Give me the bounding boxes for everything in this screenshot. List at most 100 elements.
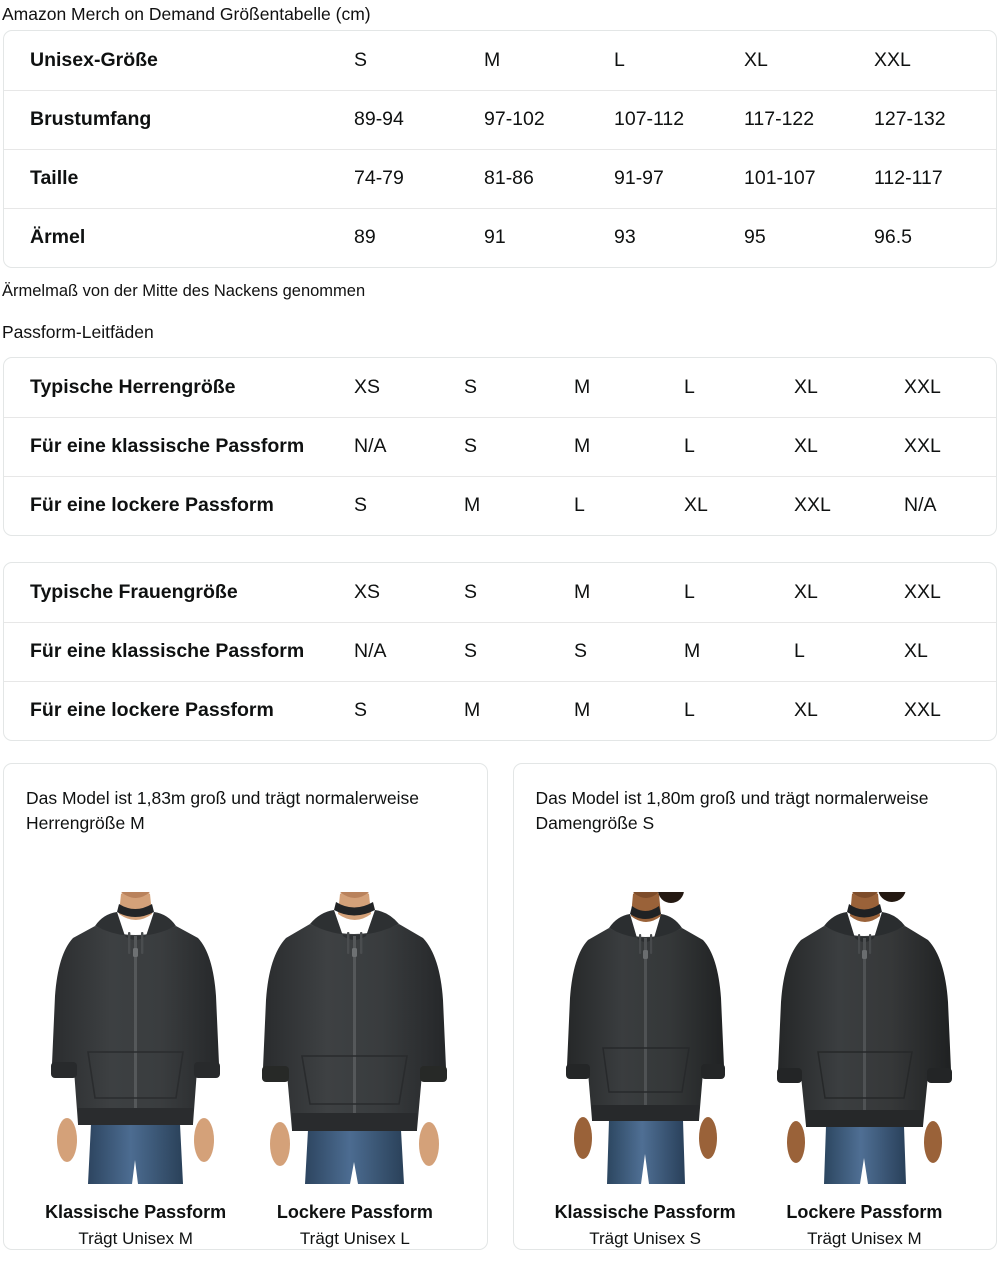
- womens-relaxed-fit-label: Lockere Passform: [786, 1202, 943, 1222]
- womens-fit-table-card: Typische Frauengröße XS S M L XL XXL Für…: [3, 562, 997, 741]
- womens-relaxed-3: L: [684, 680, 794, 740]
- mens-model-figures: Klassische Passform Trägt Unisex M: [26, 848, 465, 1249]
- fit-guides-heading: Passform-Leitfäden: [2, 322, 154, 342]
- womens-model-description: Das Model ist 1,80m groß und trägt norma…: [535, 788, 929, 833]
- mens-relaxed-1: M: [464, 475, 574, 535]
- cell-waist-m: 81-86: [484, 148, 614, 208]
- mens-relaxed-0: S: [354, 475, 464, 535]
- womens-classic-3: M: [684, 621, 794, 681]
- mens-relaxed-4: XXL: [794, 475, 904, 535]
- mens-classic-2: M: [574, 416, 684, 476]
- size-table-header-s: S: [354, 48, 368, 71]
- cell-sleeve-m: 91: [484, 207, 614, 267]
- cell-chest-s: 89-94: [354, 89, 484, 149]
- table-row: Für eine lockere Passform S M M L XL XXL: [4, 680, 996, 740]
- mens-relaxed-fit-wears: Trägt Unisex L: [299, 1229, 410, 1248]
- womens-relaxed-1: M: [464, 680, 574, 740]
- mens-fit-header-s: S: [464, 375, 478, 398]
- womens-classic-fit-wears: Trägt Unisex S: [589, 1229, 702, 1248]
- womens-classic-fit-label: Klassische Passform: [554, 1202, 736, 1222]
- mens-fit-table: Typische Herrengröße XS S M L XL XXL Für…: [4, 358, 996, 535]
- mens-row-label-relaxed: Für eine lockere Passform: [4, 475, 354, 535]
- mens-fit-header-xs: XS: [354, 375, 381, 398]
- cell-chest-m: 97-102: [484, 89, 614, 149]
- size-table-header-xl: XL: [744, 48, 768, 71]
- table-row: Für eine klassische Passform N/A S M L X…: [4, 416, 996, 476]
- mens-model-card: Das Model ist 1,83m groß und trägt norma…: [3, 763, 488, 1250]
- womens-classic-0: N/A: [354, 621, 464, 681]
- row-label-chest: Brustumfang: [4, 89, 354, 149]
- womens-relaxed-4: XL: [794, 680, 904, 740]
- womens-fit-header-m: M: [574, 580, 591, 603]
- mens-classic-fit-wears: Trägt Unisex M: [78, 1229, 193, 1248]
- mens-classic-4: XL: [794, 416, 904, 476]
- womens-fit-header-s: S: [464, 580, 478, 603]
- size-table-header-m: M: [484, 48, 501, 71]
- womens-fit-header-label: Typische Frauengröße: [30, 580, 238, 603]
- cell-sleeve-xl: 95: [744, 207, 874, 267]
- womens-classic-fit-photo: [543, 892, 748, 1192]
- womens-fit-table: Typische Frauengröße XS S M L XL XXL Für…: [4, 563, 996, 740]
- womens-classic-fit-figure: Klassische Passform Trägt Unisex S: [543, 892, 748, 1249]
- table-row: Brustumfang 89-94 97-102 107-112 117-122…: [4, 89, 996, 149]
- mens-classic-1: S: [464, 416, 574, 476]
- size-table-card: Unisex-Größe S M L XL XXL Brustumfang 89…: [3, 30, 997, 268]
- cell-waist-xl: 101-107: [744, 148, 874, 208]
- model-cards-row: Das Model ist 1,83m groß und trägt norma…: [3, 763, 997, 1250]
- mens-fit-header-l: L: [684, 375, 695, 398]
- mens-classic-fit-label: Klassische Passform: [45, 1202, 227, 1222]
- womens-classic-2: S: [574, 621, 684, 681]
- womens-relaxed-fit-photo: [762, 892, 967, 1192]
- womens-relaxed-0: S: [354, 680, 464, 740]
- size-table: Unisex-Größe S M L XL XXL Brustumfang 89…: [4, 31, 996, 267]
- womens-row-label-relaxed: Für eine lockere Passform: [4, 680, 354, 740]
- mens-classic-fit-figure: Klassische Passform Trägt Unisex M: [33, 892, 238, 1249]
- womens-fit-header-xl: XL: [794, 580, 818, 603]
- mens-classic-3: L: [684, 416, 794, 476]
- cell-chest-xl: 117-122: [744, 89, 874, 149]
- table-row: Für eine klassische Passform N/A S S M L…: [4, 621, 996, 681]
- mens-classic-5: XXL: [904, 416, 996, 476]
- cell-sleeve-xxl: 96.5: [874, 207, 996, 267]
- cell-waist-s: 74-79: [354, 148, 484, 208]
- mens-relaxed-fit-label: Lockere Passform: [276, 1202, 433, 1222]
- size-table-header-l: L: [614, 48, 625, 71]
- womens-relaxed-2: M: [574, 680, 684, 740]
- row-label-waist: Taille: [4, 148, 354, 208]
- womens-row-label-classic: Für eine klassische Passform: [4, 621, 354, 681]
- womens-model-card: Das Model ist 1,80m groß und trägt norma…: [512, 763, 997, 1250]
- size-table-header-label: Unisex-Größe: [30, 48, 158, 71]
- table-spacer: [0, 536, 1000, 562]
- womens-relaxed-5: XXL: [904, 680, 996, 740]
- womens-classic-4: L: [794, 621, 904, 681]
- mens-relaxed-3: XL: [684, 475, 794, 535]
- womens-classic-5: XL: [904, 621, 996, 681]
- mens-classic-fit-photo: [33, 892, 238, 1192]
- womens-model-figures: Klassische Passform Trägt Unisex S: [536, 848, 975, 1249]
- size-table-header-xxl: XXL: [874, 48, 911, 71]
- cell-chest-l: 107-112: [614, 89, 744, 149]
- mens-model-description: Das Model ist 1,83m groß und trägt norma…: [26, 788, 419, 833]
- womens-fit-header-xxl: XXL: [904, 580, 941, 603]
- cell-sleeve-l: 93: [614, 207, 744, 267]
- cell-sleeve-s: 89: [354, 207, 484, 267]
- mens-relaxed-fit-figure: Lockere Passform Trägt Unisex L: [252, 892, 457, 1249]
- mens-relaxed-5: N/A: [904, 475, 996, 535]
- table-row-header: Unisex-Größe S M L XL XXL: [4, 31, 996, 90]
- womens-relaxed-fit-wears: Trägt Unisex M: [807, 1229, 922, 1248]
- cell-waist-l: 91-97: [614, 148, 744, 208]
- womens-fit-header-xs: XS: [354, 580, 381, 603]
- mens-fit-header-xxl: XXL: [904, 375, 941, 398]
- table-row: Taille 74-79 81-86 91-97 101-107 112-117: [4, 148, 996, 208]
- womens-relaxed-fit-figure: Lockere Passform Trägt Unisex M: [762, 892, 967, 1249]
- womens-fit-header-l: L: [684, 580, 695, 603]
- mens-row-label-classic: Für eine klassische Passform: [4, 416, 354, 476]
- mens-relaxed-fit-photo: [252, 892, 457, 1192]
- table-row-header: Typische Frauengröße XS S M L XL XXL: [4, 563, 996, 622]
- mens-fit-table-card: Typische Herrengröße XS S M L XL XXL Für…: [3, 357, 997, 536]
- mens-fit-header-m: M: [574, 375, 591, 398]
- sleeve-measurement-note: Ärmelmaß von der Mitte des Nackens genom…: [2, 282, 366, 300]
- womens-classic-1: S: [464, 621, 574, 681]
- row-label-sleeve: Ärmel: [4, 207, 354, 267]
- mens-relaxed-2: L: [574, 475, 684, 535]
